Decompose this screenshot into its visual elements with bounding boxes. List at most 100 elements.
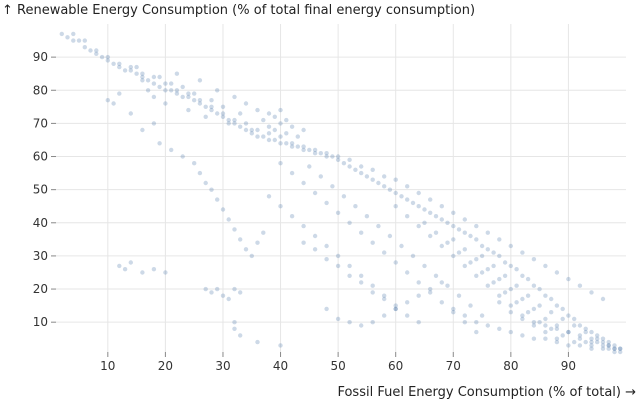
data-point: [531, 306, 537, 312]
data-point: [243, 247, 249, 252]
data-point: [502, 273, 508, 278]
data-point: [335, 210, 341, 215]
data-point: [215, 88, 220, 93]
data-point: [226, 117, 231, 123]
data-point: [71, 38, 76, 43]
data-point: [537, 320, 542, 325]
data-point: [589, 329, 594, 335]
data-point: [606, 346, 611, 351]
data-point: [382, 174, 387, 179]
data-point: [180, 94, 185, 100]
data-point: [312, 247, 318, 252]
x-tick-label: 80: [503, 359, 518, 373]
data-point: [428, 286, 433, 292]
x-axis: 10 20 30 40 50 60 70 80 90: [100, 352, 576, 373]
data-point: [226, 121, 231, 126]
data-point: [278, 343, 283, 348]
data-point: [451, 210, 456, 215]
data-point: [359, 273, 364, 278]
data-point: [474, 257, 479, 262]
data-point: [485, 230, 490, 235]
data-point: [572, 339, 577, 345]
data-point: [261, 230, 266, 235]
data-point: [71, 31, 76, 37]
data-point: [405, 184, 410, 189]
data-point: [117, 263, 122, 269]
data-point: [203, 104, 208, 110]
data-point: [105, 98, 111, 103]
data-point: [410, 200, 416, 206]
data-point: [163, 270, 168, 275]
data-point: [318, 174, 323, 179]
data-point: [134, 64, 139, 70]
data-point: [618, 346, 623, 351]
data-point: [393, 177, 398, 182]
data-point: [595, 333, 600, 338]
data-point: [583, 326, 588, 331]
data-point: [525, 310, 531, 315]
data-point: [445, 240, 450, 245]
data-point: [145, 78, 151, 83]
data-point: [462, 263, 467, 269]
data-point: [192, 98, 197, 103]
data-point: [508, 263, 513, 269]
data-point: [416, 293, 421, 298]
data-point: [174, 91, 180, 96]
data-point: [479, 253, 485, 259]
data-point: [140, 270, 145, 275]
y-tick-label: 90: [33, 50, 48, 64]
data-point: [393, 260, 398, 265]
data-point: [238, 237, 243, 242]
data-point: [451, 253, 456, 259]
data-point: [284, 141, 289, 146]
data-point: [543, 323, 548, 328]
data-point: [387, 233, 393, 239]
data-point: [289, 214, 295, 219]
data-point: [618, 349, 623, 355]
data-point: [508, 243, 513, 249]
data-point: [514, 300, 519, 305]
data-point: [261, 117, 266, 123]
data-point: [301, 223, 306, 229]
y-tick-label: 80: [33, 83, 48, 97]
data-point: [295, 144, 300, 149]
data-point: [341, 161, 347, 166]
data-point: [347, 320, 352, 325]
data-point: [169, 147, 174, 153]
data-point: [220, 114, 226, 120]
data-point: [255, 339, 260, 345]
data-point: [491, 280, 496, 285]
data-point: [560, 306, 565, 312]
data-point: [462, 313, 467, 318]
data-point: [370, 290, 375, 295]
data-point: [468, 303, 473, 308]
x-tick-label: 60: [388, 359, 403, 373]
data-point: [554, 326, 560, 331]
data-point: [549, 310, 554, 315]
data-point: [249, 131, 254, 136]
data-point: [220, 104, 226, 110]
data-point: [433, 273, 439, 278]
data-point: [399, 194, 404, 199]
y-axis-title: ↑ Renewable Energy Consumption (% of tot…: [2, 3, 475, 18]
data-point: [531, 323, 537, 328]
y-tick-label: 10: [33, 315, 48, 329]
data-point: [393, 303, 398, 308]
data-point: [238, 333, 243, 338]
data-point: [203, 180, 208, 186]
data-point: [382, 313, 387, 318]
data-point: [520, 273, 525, 278]
data-point: [433, 230, 439, 235]
data-point: [566, 329, 571, 335]
data-point: [278, 204, 283, 209]
data-point: [312, 147, 318, 153]
data-point: [209, 104, 214, 110]
data-point: [330, 184, 335, 189]
data-point: [347, 220, 352, 225]
data-point: [335, 316, 341, 322]
data-point: [134, 71, 139, 76]
data-point: [174, 71, 180, 76]
data-point: [589, 346, 594, 351]
data-point: [583, 329, 588, 335]
data-point: [163, 88, 168, 93]
